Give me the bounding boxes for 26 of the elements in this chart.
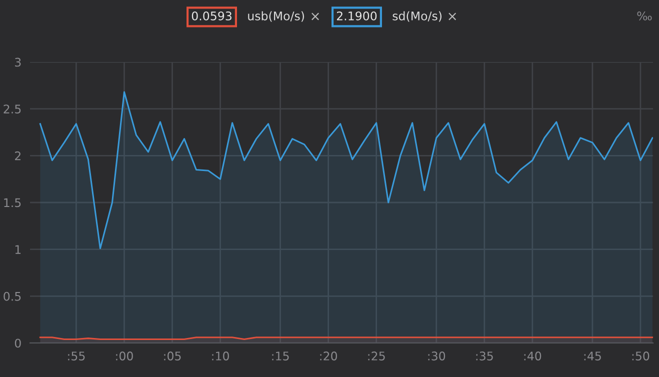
x-tick-label: :10 (212, 352, 229, 360)
x-tick-label: :45 (584, 352, 601, 360)
x-tick-label: :05 (164, 352, 181, 360)
y-tick-label: 1.5 (4, 198, 21, 208)
x-tick-label: :50 (632, 352, 650, 360)
text: × (448, 12, 456, 20)
legend-label: usb(Mo/s) (248, 11, 304, 22)
y-tick-label: 1 (15, 245, 21, 254)
text: 0.0593 (192, 11, 232, 20)
x-tick-label: :30 (428, 352, 446, 360)
text: × (312, 12, 319, 20)
x-tick-label: :40 (524, 352, 542, 360)
y-tick-label: 2 (15, 151, 20, 160)
x-tick-label: :00 (116, 352, 133, 360)
x-tick-label: :20 (320, 352, 338, 360)
x-tick-label: :35 (476, 352, 493, 360)
y-tick-label: 3 (15, 58, 21, 67)
x-tick-label: :25 (368, 352, 385, 360)
y-tick-label: 0 (14, 338, 21, 348)
text: ‰ (637, 11, 652, 20)
y-tick-label: 0.5 (4, 292, 21, 301)
y-tick-label: 2.5 (4, 104, 21, 114)
x-tick-label: :15 (272, 352, 289, 360)
text: 2.1900 (336, 11, 377, 20)
legend-label: sd(Mo/s) (392, 11, 442, 22)
x-tick-label: :55 (68, 352, 85, 360)
